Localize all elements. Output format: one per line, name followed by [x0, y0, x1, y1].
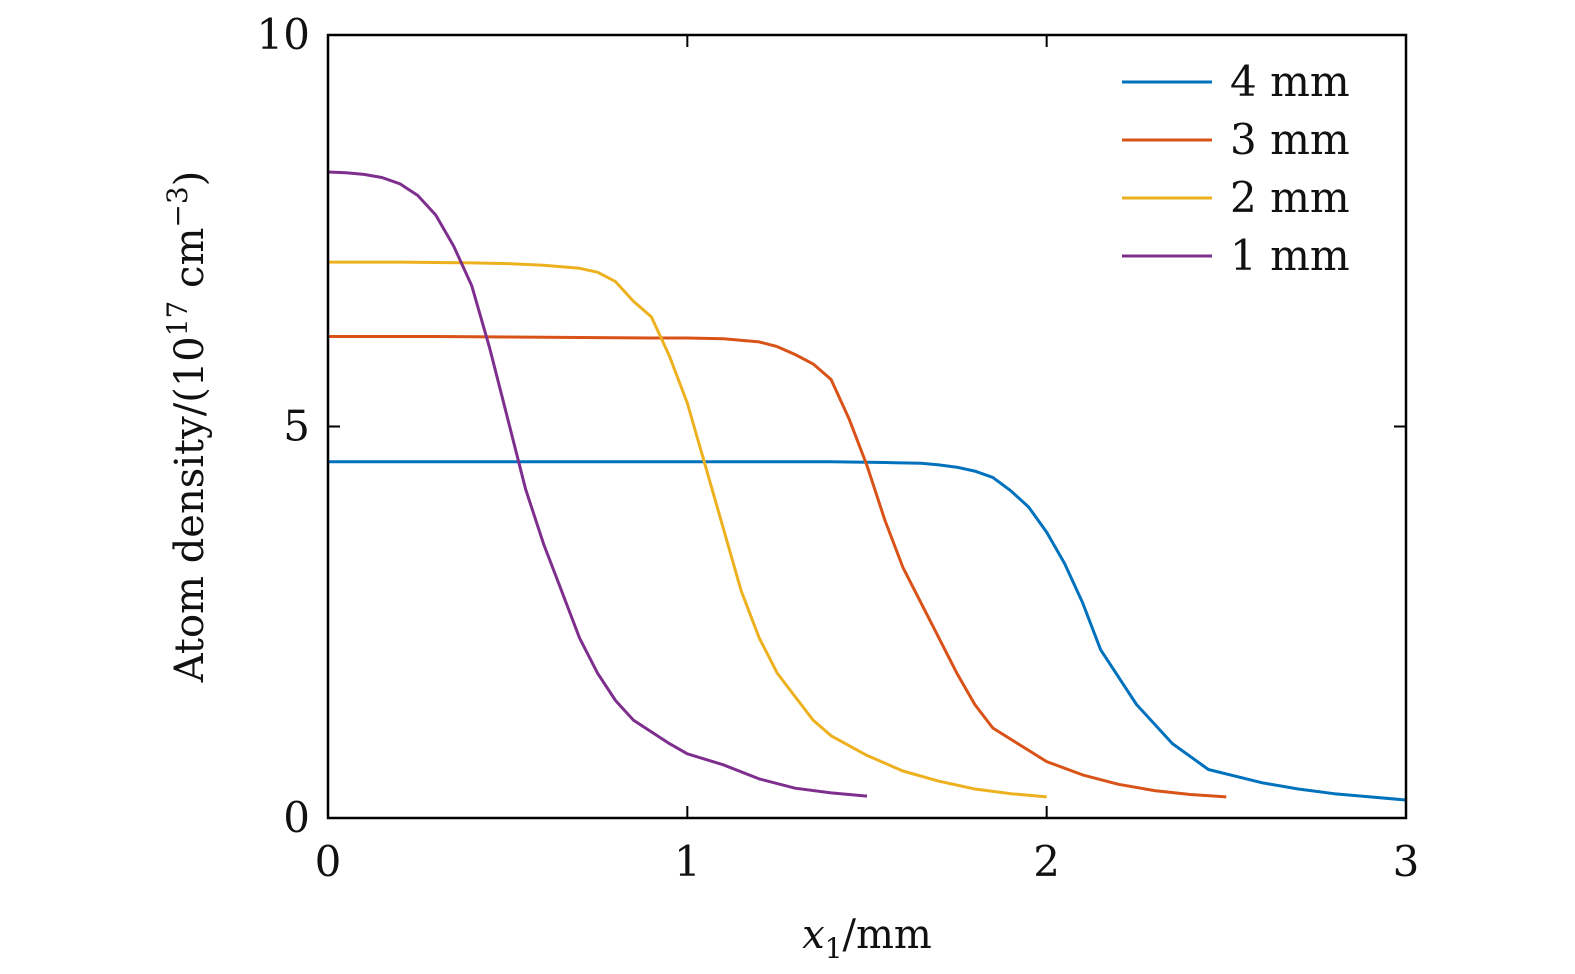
y-tick-label: 10 — [257, 10, 310, 59]
y-axis-exp2: −3 — [161, 186, 194, 227]
x-axis-title: x1/mm — [802, 912, 932, 965]
y-tick-label: 5 — [283, 402, 310, 451]
series-layer — [327, 170, 1407, 802]
y-axis-mid: cm — [167, 228, 213, 301]
y-axis-title: Atom density/(1017 cm−3) — [161, 171, 213, 684]
x-axis-unit: /mm — [843, 912, 932, 958]
legend-label-3: 2 mm — [1230, 173, 1350, 222]
x-axis-var: x — [802, 912, 825, 958]
x-tick-label: 3 — [1393, 837, 1420, 886]
legend-label-4: 1 mm — [1230, 231, 1350, 280]
x-tick-label: 1 — [674, 837, 701, 886]
series-line-3 — [328, 260, 1047, 799]
x-tick-label: 0 — [315, 837, 342, 886]
x-axis-sub: 1 — [825, 932, 843, 965]
y-axis-exp1: 17 — [161, 301, 194, 337]
x-tick-label: 2 — [1033, 837, 1060, 886]
series-line-2 — [328, 335, 1227, 799]
ticks-layer: 0 1 2 3 0 5 10 — [257, 10, 1420, 886]
series-line-4 — [327, 170, 868, 798]
y-tick-label: 0 — [283, 793, 310, 842]
legend: 4 mm 3 mm 2 mm 1 mm — [1122, 57, 1350, 280]
legend-label-2: 3 mm — [1230, 115, 1350, 164]
y-axis-end: ) — [167, 171, 213, 187]
y-axis-main: Atom density/(10 — [167, 336, 213, 683]
legend-label-1: 4 mm — [1230, 57, 1350, 106]
series-line-1 — [328, 460, 1407, 802]
